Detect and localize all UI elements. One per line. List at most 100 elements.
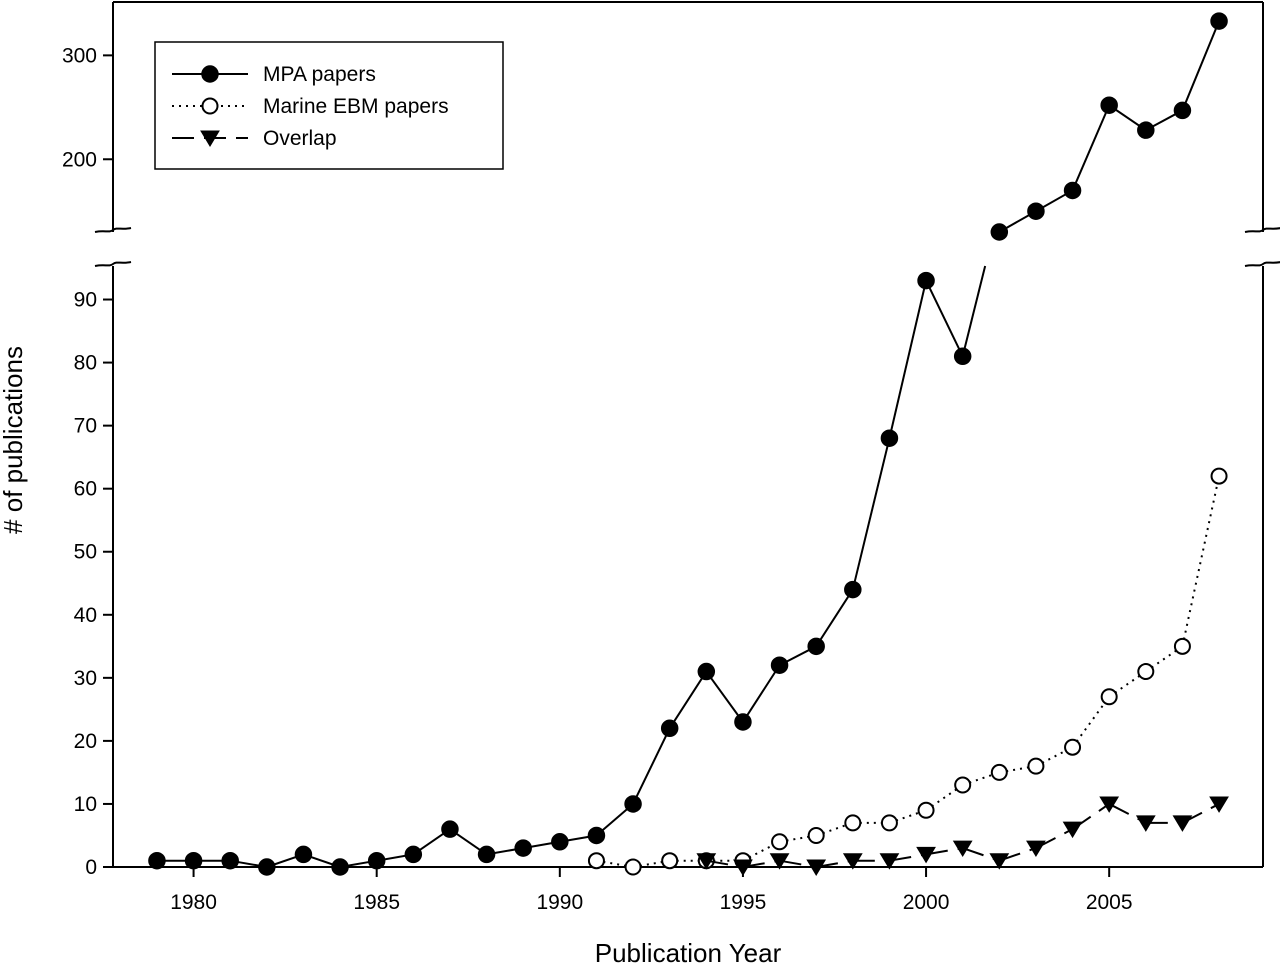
x-tick-label: 1980 bbox=[170, 891, 217, 914]
data-point bbox=[771, 833, 789, 851]
axis-break-right-lower bbox=[1244, 261, 1280, 267]
data-point bbox=[587, 852, 605, 870]
axis-break-left-upper bbox=[94, 227, 132, 233]
data-point bbox=[1210, 12, 1228, 30]
series-mpa-papers bbox=[148, 12, 1228, 876]
data-point bbox=[954, 776, 972, 794]
y-axis-title: # of publications bbox=[0, 346, 28, 534]
data-point bbox=[1100, 688, 1118, 706]
series-overlap bbox=[696, 796, 1229, 876]
data-point bbox=[661, 852, 679, 870]
legend-label: Marine EBM papers bbox=[263, 95, 449, 118]
series-line-segment bbox=[742, 859, 780, 868]
plot-frame bbox=[94, 1, 1280, 868]
data-point bbox=[294, 845, 313, 864]
data-point bbox=[769, 853, 790, 870]
y-tick-label-upper: 200 bbox=[62, 148, 97, 171]
data-point bbox=[1173, 637, 1191, 655]
data-point bbox=[917, 271, 935, 290]
data-point bbox=[1210, 467, 1228, 485]
data-point bbox=[477, 845, 496, 864]
series-line-segment bbox=[961, 265, 987, 357]
y-tick-label-lower: 20 bbox=[74, 730, 97, 753]
data-point bbox=[1064, 738, 1082, 756]
series-line-segment bbox=[851, 438, 891, 590]
data-point bbox=[1100, 96, 1118, 114]
data-point bbox=[441, 820, 459, 838]
data-point bbox=[660, 719, 679, 738]
data-point bbox=[1172, 815, 1193, 832]
y-tick-label-lower: 10 bbox=[74, 793, 97, 816]
legend: MPA papers Marine EBM papers Overlap bbox=[154, 41, 504, 170]
data-point bbox=[953, 347, 972, 366]
series-line-segment bbox=[815, 589, 854, 647]
data-point bbox=[1209, 796, 1229, 813]
data-point bbox=[1135, 815, 1156, 832]
series-marine-ebm-papers bbox=[587, 467, 1228, 876]
data-point bbox=[258, 858, 276, 876]
data-point bbox=[1026, 840, 1046, 858]
series-line-segment bbox=[1181, 475, 1221, 647]
data-point bbox=[880, 814, 898, 832]
data-point bbox=[624, 858, 642, 876]
axis-break-left-lower bbox=[94, 261, 132, 267]
data-point bbox=[770, 656, 789, 674]
data-point bbox=[734, 713, 752, 731]
y-tick-label-lower: 60 bbox=[74, 478, 97, 501]
legend-marker bbox=[200, 130, 220, 147]
y-tick-label-lower: 70 bbox=[74, 415, 97, 438]
legend-label: MPA papers bbox=[263, 63, 376, 86]
data-point bbox=[184, 851, 203, 870]
axes-layer: 0 10 20 30 40 50 60 70 80 90 200 300 1980 1985 1990 199… bbox=[62, 44, 1133, 914]
series-line-segment bbox=[816, 859, 853, 868]
data-point bbox=[989, 853, 1010, 870]
data-point bbox=[551, 833, 569, 851]
data-point bbox=[367, 851, 386, 870]
series-line-segment bbox=[668, 670, 708, 729]
data-point bbox=[1027, 202, 1045, 220]
x-tick-label: 2000 bbox=[903, 891, 950, 914]
legend-marker bbox=[201, 65, 219, 83]
data-point bbox=[807, 826, 825, 844]
series-line-segment bbox=[705, 670, 744, 723]
series-layer bbox=[148, 12, 1229, 876]
data-point bbox=[806, 859, 827, 876]
x-tick-label: 1990 bbox=[536, 891, 583, 914]
x-tick-label: 1985 bbox=[353, 891, 400, 914]
data-point bbox=[990, 223, 1009, 241]
x-tick-label: 1995 bbox=[720, 891, 767, 914]
y-tick-label-lower: 90 bbox=[74, 289, 97, 312]
y-tick-label-lower: 80 bbox=[74, 352, 97, 375]
data-point bbox=[879, 853, 900, 870]
y-tick-label-lower: 50 bbox=[74, 541, 97, 564]
series-line-segment bbox=[779, 859, 817, 868]
y-tick-label-lower: 30 bbox=[74, 667, 97, 690]
data-point bbox=[1137, 121, 1155, 139]
data-point bbox=[514, 839, 532, 857]
series-line-segment bbox=[925, 847, 963, 856]
series-line-segment bbox=[1071, 696, 1110, 748]
x-tick-label: 2005 bbox=[1086, 891, 1133, 914]
data-point bbox=[1137, 663, 1155, 681]
series-line-segment bbox=[632, 727, 671, 805]
data-point bbox=[807, 637, 825, 656]
data-point bbox=[844, 580, 862, 599]
series-line-segment bbox=[1181, 20, 1220, 111]
data-point bbox=[917, 801, 935, 819]
series-line-segment bbox=[888, 280, 928, 439]
legend-label: Overlap bbox=[263, 127, 337, 150]
data-point bbox=[916, 846, 936, 864]
data-point bbox=[990, 763, 1008, 781]
series-line-segment bbox=[1071, 104, 1111, 191]
data-point bbox=[696, 853, 717, 870]
y-tick-label-upper: 300 bbox=[62, 44, 97, 67]
data-point bbox=[697, 662, 716, 681]
data-point bbox=[404, 845, 423, 864]
y-tick-label-lower: 40 bbox=[74, 604, 97, 627]
series-line-segment bbox=[889, 853, 927, 862]
data-point bbox=[1062, 821, 1083, 839]
data-point bbox=[1063, 181, 1082, 200]
legend-marker bbox=[201, 97, 219, 115]
y-tick-label-lower: 0 bbox=[85, 856, 97, 879]
